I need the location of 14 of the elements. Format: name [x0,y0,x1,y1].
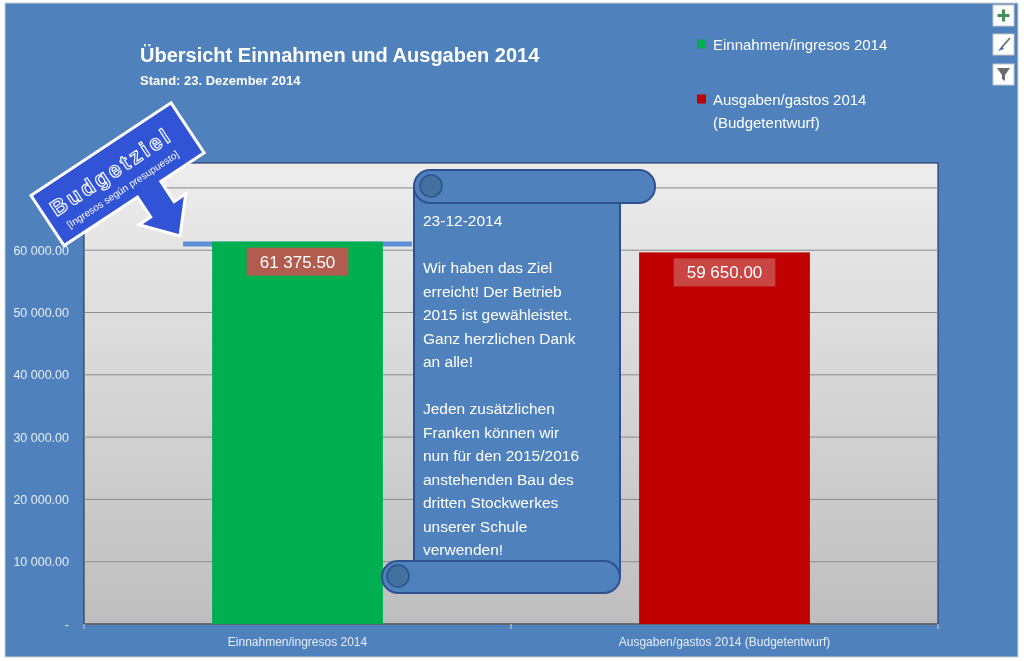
data-label: 59 650.00 [686,263,763,283]
y-tick-label: 60 000.00 [13,243,70,258]
data-label: 61 375.50 [259,252,336,272]
y-tick-label: 10 000.00 [13,555,70,570]
legend-label: Einnahmen/ingresos 2014 [713,35,888,53]
y-tick-label: 20 000.00 [13,492,70,507]
y-tick-label: 40 000.00 [13,368,70,383]
text: 23-12-2014 Wir haben das Ziel erreicht! Der Betrieb 2015 ist gewähleistet. Ganz herzlichen Dank an alle! Jeden zusätzlichen Franken können wir nun für den 2015/2016 anstehenden Bau des dritten Stockwerkes unserer Schule verwenden! [423,212,579,558]
y-tick-label: 50 000.00 [13,306,70,321]
chart-title: Übersicht Einnahmen und Ausgaben 2014 [140,44,541,66]
legend-label: Ausgaben/gastos 2014 (Budgetentwurf) [713,90,867,131]
y-tick-label: 30 000.00 [13,430,70,445]
chart-subtitle: Stand: 23. Dezember 2014 [140,73,302,88]
y-tick-label: - [64,617,69,632]
